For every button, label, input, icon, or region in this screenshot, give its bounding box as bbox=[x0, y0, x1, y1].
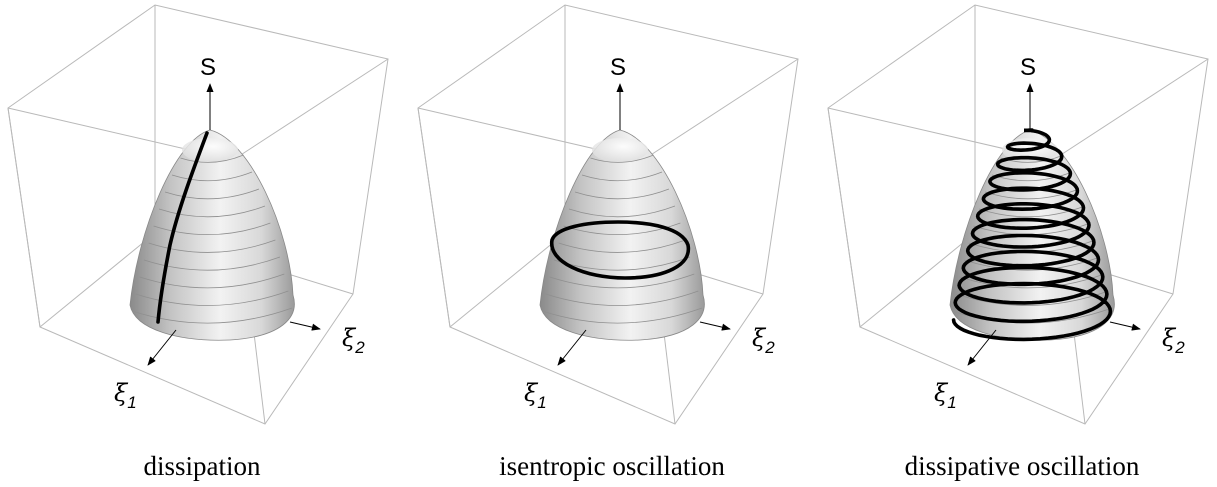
contour-line bbox=[984, 188, 1080, 200]
contour-line bbox=[180, 154, 244, 163]
axes bbox=[967, 83, 1141, 366]
s-axis-label: S bbox=[200, 54, 216, 81]
paraboloid-surface bbox=[539, 129, 705, 341]
contour-line bbox=[143, 256, 281, 271]
axes bbox=[557, 83, 731, 366]
contour-lines bbox=[131, 154, 293, 324]
xi1-axis-arrow bbox=[967, 329, 997, 366]
contour-line bbox=[558, 239, 686, 253]
contour-line bbox=[955, 290, 1109, 306]
contour-lines bbox=[541, 154, 703, 324]
contour-line bbox=[131, 307, 293, 324]
panel-dissipation: S ξ1 ξ2 dissipation bbox=[7, 4, 389, 481]
xi1-axis-arrow bbox=[557, 329, 587, 366]
contour-line bbox=[574, 188, 670, 200]
trajectory-spiral bbox=[951, 128, 1113, 342]
contour-line bbox=[568, 205, 676, 218]
contour-line bbox=[148, 239, 276, 253]
xi2-axis-arrow bbox=[289, 321, 321, 331]
contour-line bbox=[549, 273, 695, 289]
panel-dissipative-oscillation: S ξ1 ξ2 dissipative oscillation bbox=[827, 4, 1209, 481]
contour-line bbox=[139, 273, 285, 289]
contour-line bbox=[991, 171, 1073, 182]
contour-line bbox=[135, 290, 289, 306]
contour-line bbox=[164, 188, 260, 200]
contour-line bbox=[581, 171, 663, 182]
axes bbox=[147, 83, 321, 366]
xi1-axis-label: ξ1 bbox=[934, 379, 957, 412]
xi2-axis-label: ξ2 bbox=[1162, 324, 1185, 357]
contour-line bbox=[541, 307, 703, 324]
xi2-axis-label: ξ2 bbox=[752, 324, 775, 357]
s-axis-label: S bbox=[1020, 54, 1036, 81]
caption-dissipative-oscillation: dissipative oscillation bbox=[905, 451, 1140, 481]
xi1-axis-label: ξ1 bbox=[114, 379, 137, 412]
xi2-axis-arrow bbox=[1109, 321, 1141, 331]
xi2-axis-arrow bbox=[699, 321, 731, 331]
contour-line bbox=[545, 290, 699, 306]
s-axis-label: S bbox=[610, 54, 626, 81]
contour-line bbox=[590, 154, 654, 163]
caption-isentropic-oscillation: isentropic oscillation bbox=[499, 451, 725, 481]
xi1-axis-arrow bbox=[147, 329, 177, 366]
xi2-axis-label: ξ2 bbox=[342, 324, 365, 357]
xi1-axis-label: ξ1 bbox=[524, 379, 547, 412]
contour-line bbox=[959, 273, 1105, 289]
spiral-trajectory-line bbox=[951, 128, 1113, 342]
contour-line bbox=[171, 171, 253, 182]
panel-isentropic-oscillation: S ξ1 ξ2 isentropic oscillation bbox=[417, 4, 799, 481]
contour-line bbox=[153, 222, 271, 235]
trajectory-isentropic-orbit bbox=[550, 220, 691, 280]
caption-dissipation: dissipation bbox=[143, 451, 261, 481]
trajectory-dissipation bbox=[156, 131, 209, 324]
contour-line bbox=[158, 205, 266, 218]
paraboloid-surface bbox=[129, 129, 295, 341]
